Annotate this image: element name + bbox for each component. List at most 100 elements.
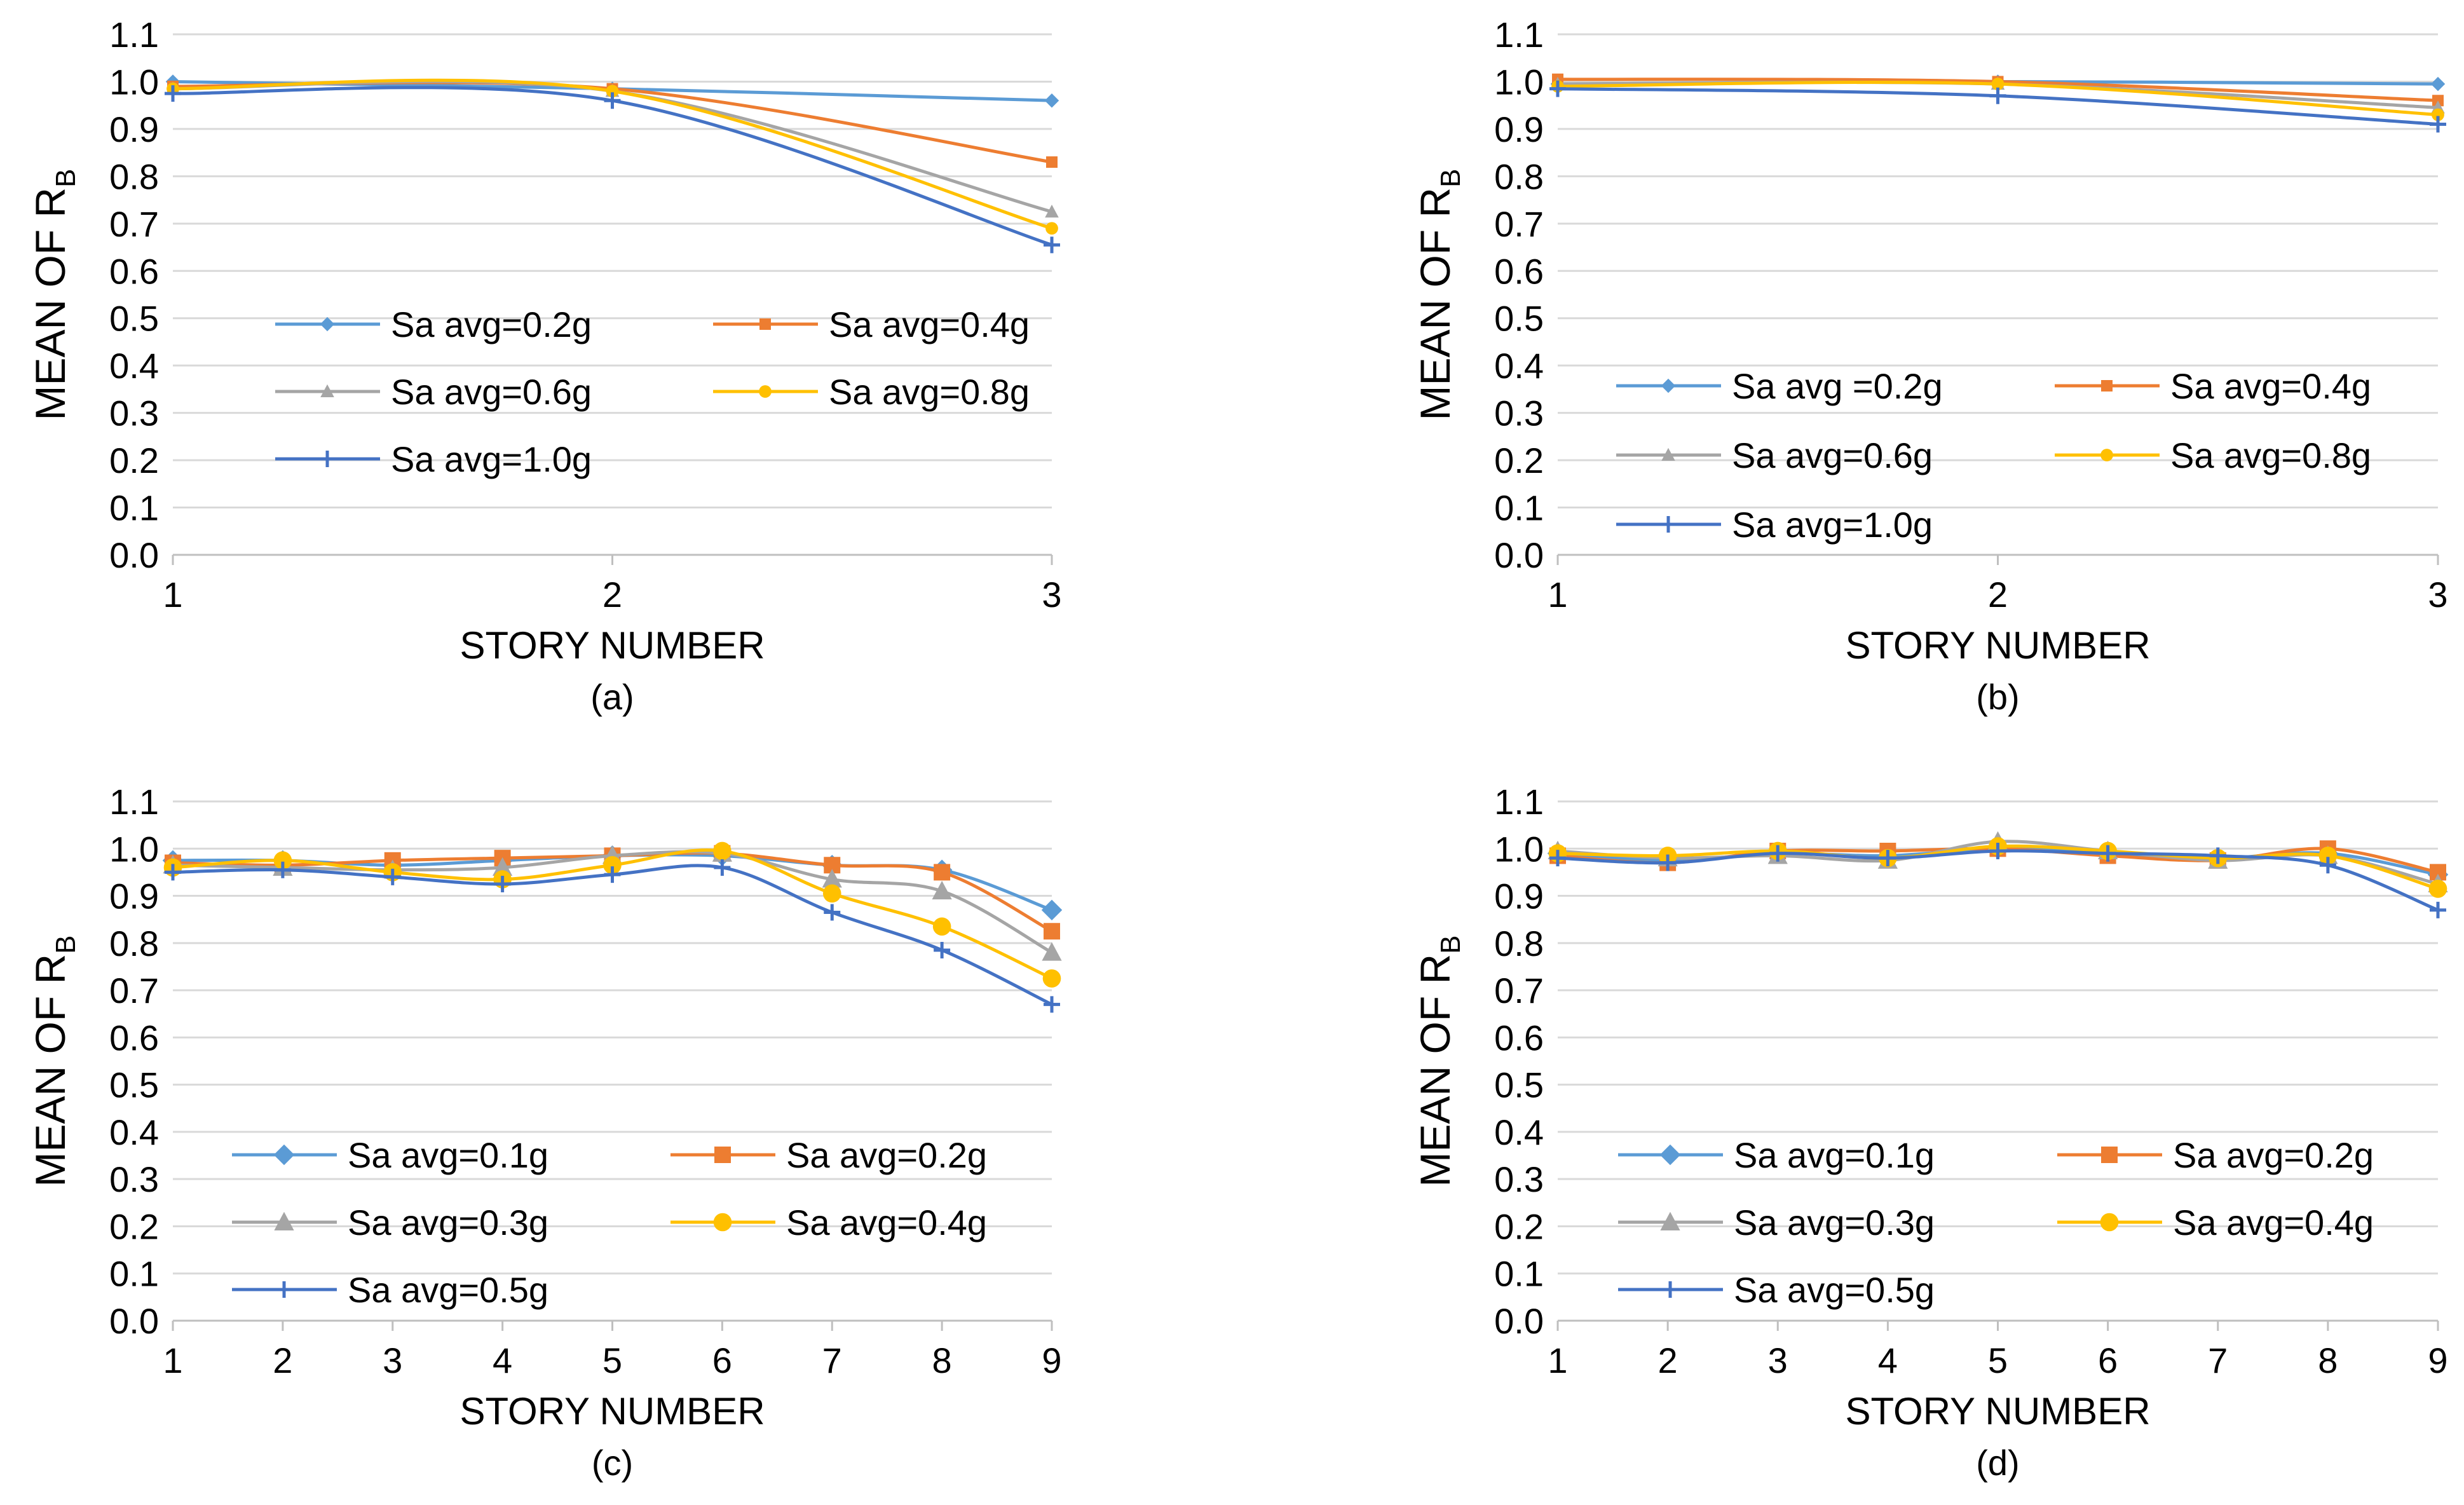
data-point [1045, 204, 1059, 218]
panel-label: (b) [1976, 677, 2019, 717]
y-tick-label: 0.1 [109, 1254, 159, 1294]
legend-label: Sa avg=0.3g [348, 1202, 548, 1243]
x-tick-label: 2 [602, 575, 622, 615]
legend-marker [713, 1213, 732, 1232]
legend-marker [2100, 449, 2113, 461]
data-point [1549, 850, 1566, 867]
y-tick-label: 0.1 [1494, 488, 1544, 528]
data-point [1044, 923, 1060, 940]
data-point [1046, 156, 1058, 168]
data-point [713, 841, 732, 861]
data-point [1044, 996, 1060, 1013]
data-point [2099, 845, 2116, 862]
y-tick-label: 0.3 [109, 393, 159, 433]
x-tick-label: 4 [493, 1340, 512, 1380]
y-tick-label: 0.9 [1494, 876, 1544, 916]
x-tick-label: 2 [1658, 1340, 1678, 1380]
legend-item: Sa avg=0.5g [232, 1270, 548, 1310]
legend-label: Sa avg=0.5g [1734, 1270, 1935, 1310]
legend-item: Sa avg=0.2g [2057, 1135, 2374, 1175]
data-point [1991, 78, 2005, 91]
data-point [1041, 899, 1063, 921]
legend-item: Sa avg=0.4g [2055, 366, 2371, 406]
x-tick-label: 3 [1042, 575, 1061, 615]
legend-label: Sa avg=0.6g [391, 372, 592, 412]
y-tick-label: 0.7 [109, 970, 159, 1011]
data-point [1989, 842, 2006, 859]
y-tick-label: 0.1 [1494, 1254, 1544, 1294]
legend-marker [1661, 378, 1676, 393]
legend-marker [319, 451, 336, 467]
y-tick-label: 0.6 [1494, 251, 1544, 291]
legend-marker [2101, 380, 2113, 392]
x-axis-label: STORY NUMBER [459, 624, 765, 667]
x-tick-label: 7 [2208, 1340, 2228, 1380]
data-point [932, 880, 952, 900]
legend-marker [1661, 447, 1675, 461]
y-tick-label: 0.8 [1494, 156, 1544, 196]
legend-label: Sa avg=0.4g [2170, 366, 2371, 406]
data-point [603, 855, 622, 875]
y-tick-label: 0.7 [109, 204, 159, 244]
data-point [165, 85, 181, 102]
y-tick-label: 0.2 [1494, 1206, 1544, 1246]
data-point [1045, 222, 1058, 235]
legend-marker [320, 384, 334, 397]
y-tick-label: 0.9 [109, 876, 159, 916]
y-tick-label: 0.5 [1494, 299, 1544, 339]
series-Sa-avg-0.8g [1551, 78, 2444, 121]
series-Sa-avg-0.5g [1549, 842, 2446, 918]
x-tick-label: 1 [1548, 575, 1567, 615]
y-tick-label: 0.5 [1494, 1065, 1544, 1105]
legend-item: Sa avg=0.6g [275, 372, 592, 412]
y-tick-label: 0.8 [109, 923, 159, 964]
y-tick-label: 0.1 [109, 488, 159, 528]
x-tick-label: 6 [2098, 1340, 2118, 1380]
x-tick-label: 7 [822, 1340, 842, 1380]
data-point [1042, 942, 1062, 961]
legend-label: Sa avg=0.5g [348, 1270, 548, 1310]
legend-label: Sa avg=0.4g [2173, 1202, 2374, 1243]
data-point [2430, 76, 2446, 92]
series-Sa-avg-0.5g [165, 859, 1060, 1013]
data-point [934, 864, 951, 881]
legend-item: Sa avg=0.2g [275, 304, 592, 344]
y-tick-label: 0.6 [1494, 1018, 1544, 1058]
data-point [1769, 845, 1787, 862]
x-tick-label: 8 [932, 1340, 952, 1380]
y-tick-label: 0.3 [1494, 393, 1544, 433]
legend-marker [273, 1144, 295, 1166]
legend-marker [1660, 1211, 1680, 1230]
legend-marker [759, 318, 771, 330]
legend-item: Sa avg=0.1g [232, 1135, 548, 1175]
legend-marker [2101, 1147, 2118, 1163]
legend-marker [320, 317, 335, 332]
legend-label: Sa avg=0.4g [829, 304, 1030, 344]
y-axis-label: MEAN OF RB [1412, 935, 1466, 1187]
y-tick-label: 0.4 [1494, 346, 1544, 386]
legend-item: Sa avg=0.8g [2055, 435, 2371, 475]
legend-label: Sa avg=0.1g [1734, 1135, 1935, 1175]
y-tick-label: 0.5 [109, 299, 159, 339]
x-tick-label: 2 [1988, 575, 2008, 615]
data-point [1549, 80, 1566, 97]
y-axis-label: MEAN OF RB [27, 935, 81, 1187]
legend-item: Sa avg=0.2g [670, 1135, 987, 1175]
data-point [2432, 108, 2444, 121]
x-tick-label: 1 [163, 575, 182, 615]
chart-panel-b: 0.0 0.1 0.2 0.3 0.4 0.5 0.6 0.7 0.8 0.9 1.0 1.1 1 2 3 S… [1412, 15, 2448, 717]
y-tick-label: 0.9 [1494, 109, 1544, 149]
legend-item: Sa avg=0.8g [713, 372, 1030, 412]
x-tick-label: 1 [1548, 1340, 1567, 1380]
data-point [1659, 854, 1677, 871]
data-point [1042, 969, 1061, 988]
y-tick-label: 0.4 [109, 346, 159, 386]
y-tick-label: 0.0 [1494, 1301, 1544, 1341]
series-Sa-avg-1.0g [165, 85, 1060, 254]
data-point [1044, 93, 1059, 108]
x-tick-label: 3 [1768, 1340, 1788, 1380]
y-tick-label: 0.8 [1494, 923, 1544, 964]
chart-panel-a: 0.0 0.1 0.2 0.3 0.4 0.5 0.6 0.7 0.8 0.9 1.0 1.1 1 2 3 S… [27, 15, 1062, 717]
data-point [384, 868, 401, 885]
y-tick-label: 0.2 [1494, 440, 1544, 480]
